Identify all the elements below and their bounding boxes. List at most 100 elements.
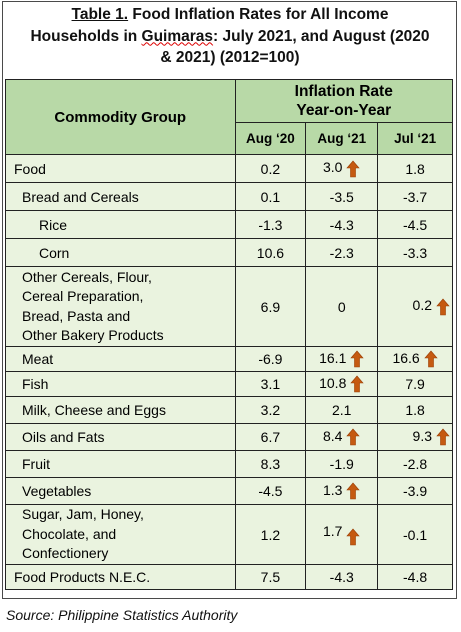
value-text: 7.9	[405, 376, 425, 392]
title-line3: & 2021) (2012=100)	[160, 49, 300, 66]
value-text: 1.2	[260, 526, 281, 543]
up-arrow-icon	[346, 482, 361, 500]
value-text: -6.9	[258, 351, 283, 367]
table-row: Food 0.2 3.0 1.8	[5, 154, 453, 183]
value-text: 9.3	[412, 427, 432, 444]
header-commodity-group: Commodity Group	[5, 79, 236, 155]
value-text: -4.5	[403, 216, 428, 233]
value-text: 1.8	[405, 402, 425, 418]
value-aug21: -4.3	[305, 564, 379, 590]
value-aug21: 10.8	[305, 371, 379, 397]
table-row: Vegetables -4.5 1.3 -3.9	[5, 477, 453, 505]
header-inflation-line2: Year-on-Year	[296, 102, 392, 119]
value-text: -3.9	[403, 483, 428, 499]
header-inflation-line1: Inflation Rate	[294, 83, 393, 100]
commodity-name: Fish	[5, 371, 236, 397]
up-arrow-icon	[424, 350, 438, 368]
table-title: Table 1. Food Inflation Rates for All In…	[6, 4, 454, 69]
value-aug20: 6.7	[234, 423, 307, 451]
value-jul21: -4.8	[377, 564, 453, 590]
value-text: 0	[337, 298, 346, 315]
value-text: 7.5	[260, 569, 281, 585]
value-text: -1.9	[329, 456, 354, 472]
table-row: Bread and Cereals 0.1 -3.5 -3.7	[5, 182, 453, 211]
table-row: Fish 3.1 10.8 7.9	[5, 371, 453, 397]
header-aug21: Aug ‘21	[305, 122, 379, 155]
commodity-name: Other Cereals, Flour, Cereal Preparation,…	[5, 266, 236, 347]
table-row: Milk, Cheese and Eggs 3.2 2.1 1.8	[5, 396, 453, 424]
value-text: 0.1	[260, 188, 281, 205]
value-jul21: -3.3	[377, 238, 453, 267]
value-jul21: -4.5	[377, 210, 453, 239]
value-text: 8.4	[323, 427, 343, 444]
value-jul21: 7.9	[377, 371, 453, 397]
commodity-name-line: Confectionery	[22, 545, 109, 562]
value-aug21: -1.9	[305, 450, 379, 478]
value-jul21: 0.2	[377, 266, 453, 347]
value-text: -4.3	[329, 216, 354, 233]
table-row: Oils and Fats 6.7 8.4 9.3	[5, 423, 453, 451]
value-aug20: 0.1	[234, 182, 307, 211]
value-aug21: 0	[305, 266, 379, 347]
value-text: 3.1	[260, 376, 281, 392]
value-aug21: 3.0	[305, 154, 379, 183]
table-row: Meat -6.9 16.1 16.6	[5, 346, 453, 372]
value-aug20: 6.9	[234, 266, 307, 347]
value-aug21: -4.3	[305, 210, 379, 239]
value-aug20: 8.3	[234, 450, 307, 478]
table-label: Table 1.	[71, 6, 129, 23]
value-aug20: -6.9	[234, 346, 307, 372]
up-arrow-icon	[436, 298, 450, 315]
commodity-name: Bread and Cereals	[5, 182, 236, 211]
up-arrow-icon	[350, 350, 365, 368]
commodity-name: Corn	[5, 238, 236, 267]
source-note: Source: Philippine Statistics Authority	[6, 607, 238, 623]
value-text: -2.8	[403, 456, 428, 472]
value-text: 0.2	[412, 297, 432, 314]
up-arrow-icon	[350, 375, 365, 393]
up-arrow-icon	[346, 428, 361, 446]
value-text: 3.0	[323, 159, 343, 176]
value-text: -1.3	[258, 216, 283, 233]
value-jul21: -0.1	[377, 504, 453, 565]
value-aug20: 7.5	[234, 564, 307, 590]
value-text: -2.3	[329, 244, 354, 261]
value-aug21: 16.1	[305, 346, 379, 372]
value-aug21: 2.1	[305, 396, 379, 424]
commodity-name-line: Other Bakery Products	[22, 327, 164, 343]
value-jul21: 1.8	[377, 396, 453, 424]
value-text: 1.7	[323, 523, 343, 539]
value-text: 6.9	[260, 298, 281, 315]
value-aug20: 10.6	[234, 238, 307, 267]
value-jul21: 16.6	[377, 346, 453, 372]
value-text: 1.3	[323, 481, 343, 498]
value-jul21: -3.9	[377, 477, 453, 505]
value-text: -3.5	[329, 188, 354, 205]
up-arrow-icon	[346, 528, 361, 546]
value-text: -4.3	[329, 569, 354, 585]
value-aug20: 0.2	[234, 154, 307, 183]
value-text: -3.3	[403, 244, 428, 261]
value-aug21: -3.5	[305, 182, 379, 211]
commodity-name: Fruit	[5, 450, 236, 478]
value-jul21: -2.8	[377, 450, 453, 478]
commodity-name-line: Chocolate, and	[22, 525, 117, 542]
commodity-name: Rice	[5, 210, 236, 239]
commodity-name-line: Cereal Preparation,	[22, 288, 144, 304]
up-arrow-icon	[436, 428, 450, 446]
inflation-table: Commodity Group Inflation Rate Year-on-Y…	[5, 79, 453, 590]
value-aug21: 1.3	[305, 477, 379, 505]
value-text: -3.7	[403, 188, 428, 205]
title-line2b: : July 2021, and August (2020	[213, 27, 430, 45]
value-aug20: -4.5	[234, 477, 307, 505]
value-aug20: 1.2	[234, 504, 307, 565]
value-text: -4.8	[403, 569, 428, 585]
value-jul21: 9.3	[377, 423, 453, 451]
value-aug20: 3.2	[234, 396, 307, 424]
header-aug20: Aug ‘20	[234, 122, 307, 155]
table-row: Rice -1.3 -4.3 -4.5	[5, 210, 453, 239]
table-row: Other Cereals, Flour, Cereal Preparation,…	[5, 266, 453, 347]
value-text: 1.8	[405, 160, 425, 177]
commodity-name: Oils and Fats	[5, 423, 236, 451]
value-aug21: 1.7	[305, 504, 379, 565]
